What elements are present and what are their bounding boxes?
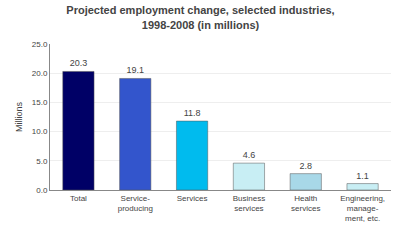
svg-text:20.3: 20.3 bbox=[70, 58, 88, 68]
svg-text:Services: Services bbox=[177, 194, 208, 203]
svg-text:Millions: Millions bbox=[14, 102, 24, 133]
svg-text:Projected employment change, s: Projected employment change, selected in… bbox=[66, 4, 334, 30]
svg-text:20.0: 20.0 bbox=[32, 69, 48, 78]
svg-text:11.8: 11.8 bbox=[184, 108, 201, 118]
svg-text:25.0: 25.0 bbox=[32, 40, 48, 49]
svg-text:Total: Total bbox=[70, 194, 87, 203]
svg-text:Businessservices: Businessservices bbox=[233, 194, 265, 213]
svg-text:4.6: 4.6 bbox=[243, 150, 256, 160]
svg-text:Engineering,manage-ment, etc.: Engineering,manage-ment, etc. bbox=[340, 194, 385, 224]
svg-text:Healthservices: Healthservices bbox=[291, 194, 320, 213]
svg-text:10.0: 10.0 bbox=[32, 127, 48, 136]
svg-text:19.1: 19.1 bbox=[126, 65, 144, 75]
svg-text:5.0: 5.0 bbox=[36, 157, 48, 166]
svg-text:2.8: 2.8 bbox=[299, 161, 312, 171]
svg-text:Service-producing: Service-producing bbox=[118, 194, 153, 213]
svg-text:1.1: 1.1 bbox=[356, 171, 369, 181]
svg-text:0.0: 0.0 bbox=[36, 186, 48, 195]
svg-text:15.0: 15.0 bbox=[32, 98, 48, 107]
